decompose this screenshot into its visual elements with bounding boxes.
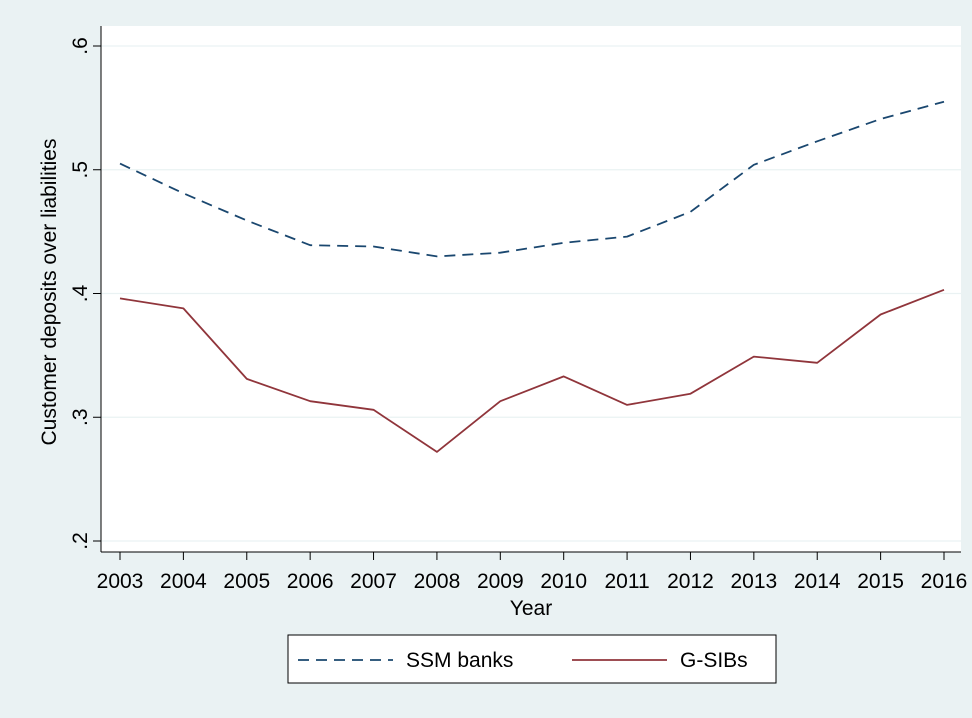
x-tick-label-4: 2007 <box>350 570 397 593</box>
x-tick-label-7: 2010 <box>540 570 587 593</box>
y-tick-label-3: .5 <box>69 161 92 179</box>
y-tick-label-4: .6 <box>69 37 92 55</box>
legend-label-g-sibs: G-SIBs <box>680 649 748 672</box>
x-tick-label-2: 2005 <box>223 570 270 593</box>
legend-box <box>287 634 777 684</box>
series-line-g-sibs <box>119 288 945 453</box>
x-tick-label-5: 2008 <box>414 570 461 593</box>
x-axis-label: Year <box>510 597 552 620</box>
grid-lines <box>101 45 961 542</box>
x-tick-label-6: 2009 <box>477 570 524 593</box>
x-tick-label-12: 2015 <box>857 570 904 593</box>
x-tick-label-0: 2003 <box>97 570 144 593</box>
axes: .2 .3 .4 .5 .6 2003 2004 2005 2006 2007 2008 2009 20… <box>69 26 967 593</box>
legend-label-ssm-banks: SSM banks <box>406 649 513 672</box>
y-axis-label: Customer deposits over liabilities <box>38 139 61 446</box>
y-tick-label-1: .3 <box>69 408 92 426</box>
x-tick-label-11: 2014 <box>794 570 841 593</box>
y-tick-label-0: .2 <box>69 532 92 550</box>
legend: SSM banks G-SIBs <box>287 634 777 684</box>
x-tick-label-1: 2004 <box>160 570 207 593</box>
x-tick-label-3: 2006 <box>287 570 334 593</box>
x-tick-label-10: 2013 <box>730 570 777 593</box>
series-line-ssm-banks <box>119 100 945 258</box>
series-lines <box>119 100 945 453</box>
x-tick-label-8: 2011 <box>604 570 649 593</box>
plot-area <box>101 26 961 552</box>
y-tick-label-2: .4 <box>69 284 92 302</box>
x-tick-label-9: 2012 <box>667 570 714 593</box>
x-tick-label-13: 2016 <box>921 570 968 593</box>
